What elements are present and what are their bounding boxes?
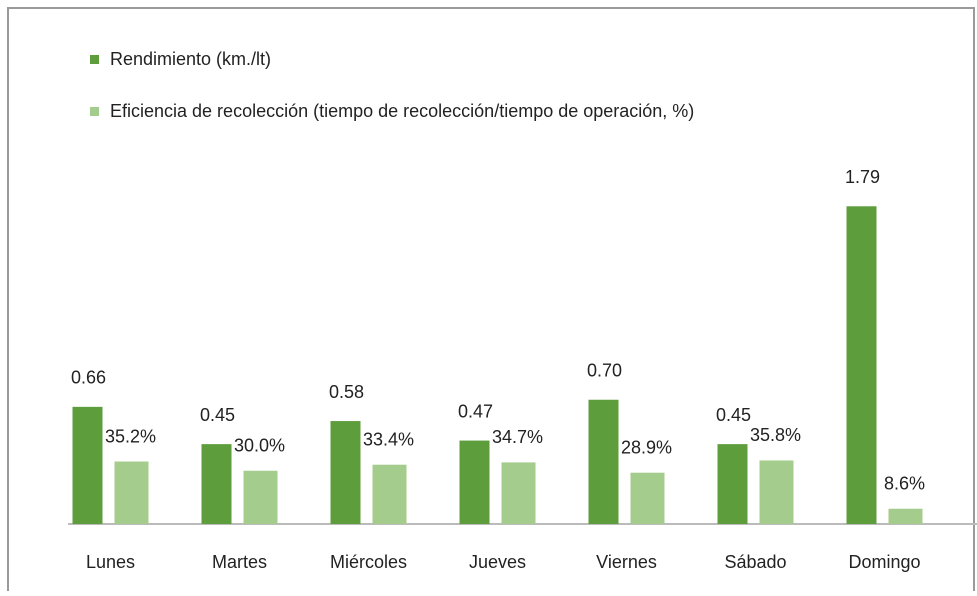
data-label: 30.0% <box>234 436 285 456</box>
chart-border <box>7 7 975 596</box>
bar <box>888 508 923 524</box>
legend-swatch <box>90 55 99 64</box>
data-label: 0.66 <box>71 368 106 388</box>
legend-label: Eficiencia de recolección (tiempo de rec… <box>110 101 694 121</box>
bar <box>846 206 877 524</box>
data-label: 0.58 <box>329 382 364 402</box>
bar <box>201 444 232 524</box>
x-tick-label: Viernes <box>596 552 657 572</box>
data-label: 1.79 <box>845 167 880 187</box>
x-tick-label: Jueves <box>469 552 526 572</box>
bar <box>114 461 149 524</box>
bar <box>717 444 748 524</box>
data-label: 0.70 <box>587 361 622 381</box>
data-label: 0.47 <box>458 401 493 421</box>
data-label: 35.8% <box>750 425 801 445</box>
bar <box>459 440 490 524</box>
bar <box>759 460 794 524</box>
data-label: 33.4% <box>363 429 414 449</box>
data-label: 0.45 <box>716 405 751 425</box>
data-label: 0.45 <box>200 405 235 425</box>
x-tick-label: Miércoles <box>330 552 407 572</box>
x-tick-label: Domingo <box>848 552 920 572</box>
data-label: 28.9% <box>621 437 672 457</box>
bar <box>72 406 103 524</box>
bar <box>243 470 278 524</box>
x-tick-label: Sábado <box>724 552 786 572</box>
bar <box>372 464 407 524</box>
data-label: 8.6% <box>884 473 925 493</box>
bar <box>330 421 361 524</box>
legend-label: Rendimiento (km./lt) <box>110 49 271 69</box>
legend-swatch <box>90 107 99 116</box>
bar <box>501 462 536 524</box>
x-tick-label: Martes <box>212 552 267 572</box>
x-tick-label: Lunes <box>86 552 135 572</box>
data-label: 35.2% <box>105 426 156 446</box>
bar <box>588 399 619 524</box>
data-label: 34.7% <box>492 427 543 447</box>
bar <box>630 472 665 524</box>
